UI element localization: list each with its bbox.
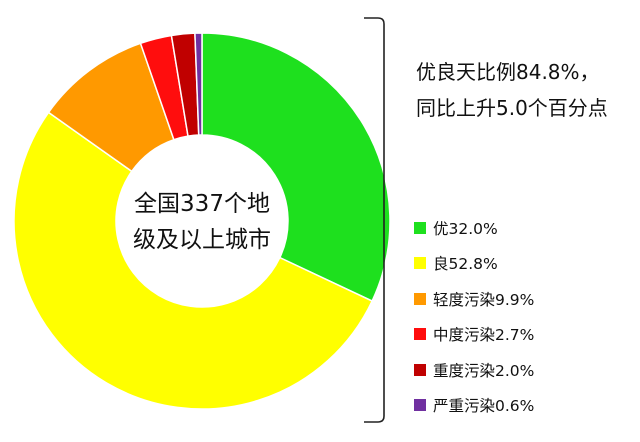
legend-item-0: 优32.0% [414,210,534,246]
summary-text: 优良天比例84.8%， 同比上升5.0个百分点 [416,54,636,126]
legend-swatch [414,292,426,305]
legend-swatch [414,363,426,376]
legend-swatch [414,399,426,412]
center-label-line-1: 全国337个地 [134,191,270,217]
legend-swatch [414,328,426,341]
legend-item-3: 中度污染2.7% [414,317,534,353]
legend-label: 优32.0% [433,219,498,238]
chart-legend: 优32.0% 良52.8% 轻度污染9.9% 中度污染2.7% 重度污染2.0% 严重污染… [414,210,534,423]
legend-label: 良52.8% [433,255,498,274]
legend-label: 重度污染2.0% [433,361,535,380]
legend-item-2: 轻度污染9.9% [414,281,534,317]
summary-bracket [364,17,385,423]
legend-swatch [414,257,426,270]
summary-line-1: 优良天比例84.8%， [416,60,600,84]
donut-slices [13,32,391,410]
legend-label: 轻度污染9.9% [433,290,535,309]
legend-item-1: 良52.8% [414,246,534,282]
slice-5 [194,32,203,136]
summary-line-2: 同比上升5.0个百分点 [416,96,608,120]
donut-center-label: 全国337个地 级及以上城市 [118,186,286,258]
slice-1 [13,111,374,410]
slice-0 [201,32,391,303]
legend-swatch [414,221,426,234]
center-label-line-2: 级及以上城市 [133,227,271,253]
legend-label: 严重污染0.6% [433,397,535,416]
legend-item-5: 严重污染0.6% [414,388,534,424]
legend-label: 中度污染2.7% [433,326,535,345]
legend-item-4: 重度污染2.0% [414,352,534,388]
